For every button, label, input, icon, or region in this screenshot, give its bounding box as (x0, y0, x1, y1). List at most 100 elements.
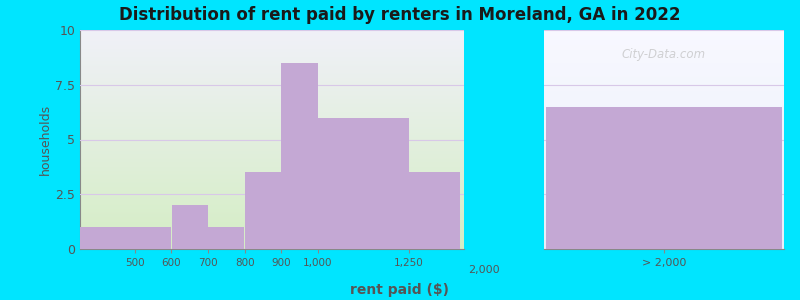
Bar (80, 159, 464, 160)
Bar (80, 41, 464, 42)
Bar (80, 136, 464, 137)
Bar (80, 51, 464, 52)
Bar (544, 62, 784, 63)
Bar (544, 168, 784, 169)
Bar (80, 176, 464, 177)
Bar (544, 126, 784, 127)
Bar (80, 224, 464, 225)
Bar (80, 184, 464, 185)
Bar (80, 244, 464, 245)
Bar (80, 90, 464, 91)
Bar (544, 37, 784, 38)
Bar (544, 173, 784, 174)
Bar (80, 86, 464, 87)
Bar (80, 82, 464, 83)
Bar (208, 227, 244, 249)
Bar (80, 222, 464, 223)
Bar (544, 68, 784, 69)
Bar (544, 144, 784, 145)
Bar (544, 34, 784, 35)
Bar (544, 206, 784, 207)
Bar (544, 234, 784, 235)
Bar (318, 118, 409, 249)
Bar (80, 143, 464, 144)
Bar (544, 246, 784, 247)
Bar (544, 209, 784, 210)
Bar (544, 133, 784, 134)
Bar (544, 104, 784, 105)
Bar (80, 47, 464, 48)
Bar (80, 206, 464, 207)
Bar (544, 205, 784, 206)
Bar (80, 178, 464, 179)
Bar (544, 99, 784, 100)
Bar (544, 93, 784, 94)
Bar (544, 127, 784, 128)
Bar (80, 168, 464, 169)
Bar (80, 88, 464, 89)
Bar (544, 177, 784, 178)
Bar (80, 109, 464, 110)
Bar (544, 131, 784, 132)
Bar (544, 58, 784, 59)
Bar (544, 188, 784, 189)
Bar (544, 35, 784, 36)
Bar (544, 156, 784, 157)
Bar (544, 161, 784, 162)
Bar (80, 62, 464, 63)
Bar (80, 160, 464, 161)
Bar (544, 128, 784, 129)
Bar (80, 59, 464, 60)
Bar (80, 161, 464, 162)
Bar (544, 109, 784, 110)
Bar (80, 209, 464, 210)
Bar (544, 30, 784, 31)
Bar (544, 137, 784, 138)
Bar (544, 189, 784, 190)
Bar (544, 42, 784, 43)
Bar (80, 96, 464, 97)
Bar (544, 245, 784, 246)
Bar (544, 138, 784, 139)
Bar (80, 56, 464, 57)
Bar (544, 242, 784, 243)
Bar (80, 163, 464, 164)
Bar (80, 158, 464, 159)
Bar (544, 232, 784, 233)
Bar (80, 227, 464, 228)
Bar (544, 157, 784, 158)
Bar (544, 230, 784, 231)
Bar (544, 187, 784, 188)
Bar (544, 98, 784, 99)
Bar (80, 119, 464, 120)
Bar (544, 184, 784, 185)
Bar (544, 150, 784, 151)
Bar (80, 84, 464, 85)
Bar (80, 104, 464, 105)
Bar (80, 114, 464, 115)
Bar (544, 124, 784, 125)
Bar (544, 97, 784, 98)
Bar (80, 198, 464, 199)
Bar (80, 45, 464, 46)
Bar (80, 231, 464, 232)
Bar (80, 246, 464, 247)
Bar (544, 244, 784, 245)
Bar (80, 203, 464, 204)
Bar (245, 172, 281, 249)
Bar (544, 226, 784, 227)
Bar (80, 37, 464, 38)
Bar (544, 67, 784, 68)
Bar (544, 94, 784, 95)
Bar (80, 207, 464, 208)
Bar (544, 196, 784, 197)
Bar (80, 33, 464, 34)
Bar (80, 123, 464, 124)
Bar (544, 240, 784, 241)
Bar (80, 58, 464, 59)
Bar (80, 139, 464, 140)
Bar (544, 185, 784, 186)
Bar (544, 100, 784, 101)
Bar (80, 181, 464, 182)
Bar (544, 53, 784, 54)
